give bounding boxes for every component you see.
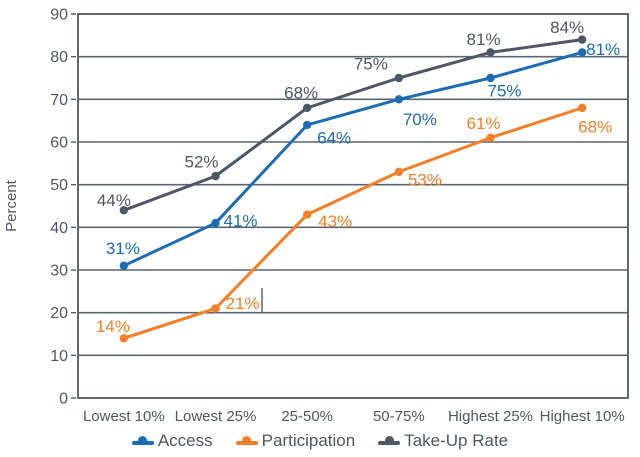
legend-item-access: Access xyxy=(131,431,213,451)
legend-marker-icon xyxy=(131,435,154,447)
y-tick-label: 90 xyxy=(50,7,68,24)
data-label-take-up-rate: 84% xyxy=(550,18,584,37)
data-point-take-up-rate xyxy=(486,48,495,57)
data-label-participation: 53% xyxy=(408,170,442,189)
data-point-take-up-rate xyxy=(394,73,404,83)
y-tick-label: 50 xyxy=(50,177,68,194)
data-label-access: 64% xyxy=(317,128,351,147)
legend-label: Participation xyxy=(261,431,356,450)
data-point-participation xyxy=(211,304,220,313)
y-tick-label: 80 xyxy=(50,49,68,66)
y-tick-label: 30 xyxy=(50,263,68,280)
x-category-label: Lowest 10% xyxy=(83,408,165,425)
data-point-access xyxy=(486,73,495,83)
data-label-participation: 21% xyxy=(225,294,259,313)
y-tick-label: 70 xyxy=(50,92,68,109)
y-tick-label: 60 xyxy=(50,135,68,152)
y-axis-title: Percent xyxy=(3,179,20,232)
data-label-access: 75% xyxy=(487,82,521,101)
x-category-label: Lowest 25% xyxy=(175,408,257,425)
data-label-access: 81% xyxy=(586,40,620,59)
legend-item-take-up-rate: Take-Up Rate xyxy=(378,431,508,451)
series-line-participation xyxy=(122,106,584,340)
x-category-label: Highest 10% xyxy=(540,408,625,425)
data-point-access xyxy=(119,261,129,270)
y-tick-label: 0 xyxy=(59,391,68,408)
data-point-access xyxy=(211,218,220,228)
data-point-access xyxy=(577,48,587,57)
data-point-participation xyxy=(119,334,129,343)
y-tick-label: 20 xyxy=(50,305,68,322)
data-label-participation: 43% xyxy=(318,212,352,231)
x-category-label: 25-50% xyxy=(281,408,333,425)
data-label-take-up-rate: 44% xyxy=(97,191,131,210)
data-label-participation: 68% xyxy=(578,117,612,136)
legend-label: Take-Up Rate xyxy=(404,431,509,450)
data-point-take-up-rate xyxy=(302,103,312,113)
data-label-access: 31% xyxy=(106,239,140,258)
data-label-access: 70% xyxy=(403,110,437,129)
y-tick-label: 10 xyxy=(50,348,68,365)
data-label-take-up-rate: 75% xyxy=(354,55,388,74)
data-label-participation: 14% xyxy=(96,317,130,336)
data-point-participation xyxy=(577,103,587,113)
data-point-participation xyxy=(302,210,312,219)
data-point-participation xyxy=(394,167,404,177)
data-label-take-up-rate: 68% xyxy=(284,83,318,102)
chart-legend: Access Participation Take-Up Rate xyxy=(0,431,640,451)
legend-item-participation: Participation xyxy=(235,431,356,451)
series-line-access xyxy=(122,50,584,268)
data-point-access xyxy=(302,120,312,130)
data-label-participation: 61% xyxy=(466,114,500,133)
data-point-access xyxy=(394,95,404,104)
legend-label: Access xyxy=(157,431,213,450)
y-tick-label: 40 xyxy=(50,220,68,237)
data-point-participation xyxy=(486,133,495,142)
x-category-label: 50-75% xyxy=(373,408,425,425)
x-category-label: Highest 25% xyxy=(448,408,533,425)
data-label-take-up-rate: 52% xyxy=(184,153,218,172)
data-point-take-up-rate xyxy=(577,35,587,44)
plot-border xyxy=(77,13,629,399)
data-point-take-up-rate xyxy=(119,206,129,215)
series-line-take-up-rate xyxy=(122,38,584,212)
data-point-take-up-rate xyxy=(211,171,220,181)
data-label-access: 41% xyxy=(223,212,257,231)
data-label-take-up-rate: 81% xyxy=(466,30,500,49)
legend-marker-icon xyxy=(378,435,401,447)
legend-marker-icon xyxy=(235,435,258,447)
